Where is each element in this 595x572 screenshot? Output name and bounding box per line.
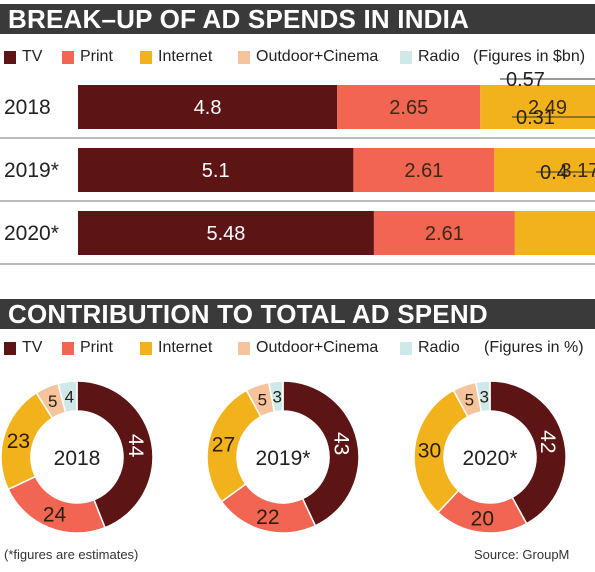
bar-segment-internet [480, 85, 595, 129]
legend2-item-tv: TV [4, 339, 42, 357]
legend-item-tv: TV [4, 48, 42, 66]
category-label: 2018 [4, 96, 51, 119]
donut-value-label-outdoor: 5 [465, 391, 474, 410]
bar-value-label-internet: 2.49 [528, 97, 567, 119]
source-note: Source: GroupM [474, 547, 570, 562]
donut-center-label: 2019* [256, 447, 311, 470]
bar-value-label-print: 2.65 [389, 97, 428, 119]
legend-item-print: Print [62, 48, 113, 66]
bar-value-label-radio: 0.31 [516, 107, 555, 129]
legend-swatch-outdoor [238, 50, 250, 64]
legend2-label-outdoor: Outdoor+Cinema [256, 339, 379, 356]
bar-segment-print [373, 211, 515, 255]
legend2-item-radio: Radio [400, 339, 460, 357]
donut-value-label-print: 20 [471, 508, 494, 531]
donut-slice-radio [57, 380, 78, 414]
category-label: 2019* [4, 159, 59, 182]
donut-chart-units-note: (Figures in %) [484, 339, 584, 356]
bar-segment-print [353, 148, 495, 192]
legend2-item-outdoor: Outdoor+Cinema [238, 339, 378, 357]
legend2-label-internet: Internet [158, 339, 213, 356]
bar-segment-internet [514, 211, 595, 255]
donut-value-label-internet: 27 [212, 434, 235, 457]
legend-label-print: Print [80, 48, 113, 65]
donut-value-label-tv: 42 [536, 430, 559, 453]
legend2-swatch-internet [140, 341, 152, 355]
donut-value-label-tv: 44 [124, 434, 147, 458]
legend2-label-print: Print [80, 339, 113, 356]
bar-value-label-tv: 5.48 [206, 223, 245, 245]
legend-label-internet: Internet [158, 48, 213, 65]
bar-segment-tv [78, 85, 338, 129]
donut-value-label-radio: 3 [480, 387, 489, 406]
bar-segment-tv [78, 148, 354, 192]
donut-center-label: 2018 [54, 447, 101, 470]
donut-value-label-tv: 43 [330, 432, 353, 455]
donut-chart-legend: TV Print Internet Outdoor+Cinema Radio (… [0, 339, 595, 361]
legend-label-tv: TV [22, 48, 43, 65]
bar-value-label-tv: 5.1 [202, 160, 230, 182]
legend-swatch-internet [140, 50, 152, 64]
donut-value-label-internet: 23 [7, 430, 30, 453]
bar-value-label-print: 2.61 [404, 160, 443, 182]
legend-label-radio: Radio [418, 48, 460, 65]
donut-slice-tv [282, 380, 360, 527]
bar-chart-units-note: (Figures in $bn) [473, 48, 586, 65]
footnote: (*figures are estimates) [4, 547, 139, 562]
bar-value-label-tv: 4.8 [194, 97, 222, 119]
donut-value-label-radio: 3 [273, 387, 282, 406]
donut-value-label-outdoor: 5 [48, 392, 57, 411]
donut-value-label-radio: 4 [65, 387, 74, 406]
legend2-swatch-tv [4, 341, 16, 355]
bar-chart-legend: TV Print Internet Outdoor+Cinema Radio (… [0, 48, 595, 70]
legend-label-outdoor: Outdoor+Cinema [256, 48, 379, 65]
bar-value-label-internet: 3.17 [560, 160, 595, 182]
legend2-swatch-outdoor [238, 341, 250, 355]
donut-chart-title: CONTRIBUTION TO TOTAL AD SPEND [0, 299, 595, 329]
legend-swatch-tv [4, 50, 16, 64]
bar-value-label-outdoor: 0.57 [506, 70, 545, 91]
legend-item-radio: Radio [400, 48, 460, 66]
legend-swatch-radio [400, 50, 412, 64]
donut-value-label-print: 22 [256, 506, 279, 529]
legend2-swatch-print [62, 341, 74, 355]
bar-value-label-print: 2.61 [425, 223, 464, 245]
bar-segment-internet [494, 148, 595, 192]
donut-value-label-internet: 30 [418, 439, 441, 462]
legend2-item-internet: Internet [140, 339, 212, 357]
legend2-label-tv: TV [22, 339, 43, 356]
donut-value-label-outdoor: 5 [258, 391, 267, 410]
bar-chart-title: BREAK–UP OF AD SPENDS IN INDIA [0, 4, 595, 34]
donut-slice-tv [76, 380, 154, 529]
bar-segment-tv [78, 211, 374, 255]
legend2-swatch-radio [400, 341, 412, 355]
donut-slice-tv [489, 380, 567, 525]
category-label: 2020* [4, 222, 59, 245]
legend-item-internet: Internet [140, 48, 212, 66]
legend2-label-radio: Radio [418, 339, 460, 356]
donut-center-label: 2020* [463, 447, 518, 470]
legend2-item-print: Print [62, 339, 113, 357]
legend-item-outdoor: Outdoor+Cinema [238, 48, 378, 66]
bar-segment-print [337, 85, 481, 129]
donut-value-label-print: 24 [43, 504, 67, 527]
legend-swatch-print [62, 50, 74, 64]
donut-slice-radio [267, 380, 284, 413]
donut-slice-radio [474, 380, 491, 413]
bar-value-label-radio: 0.4 [540, 162, 568, 184]
stacked-bar-chart: 2018 4.8 2.65 2.49 0.57 0.31 2019* 5.1 2.61 3.170… [0, 70, 595, 265]
